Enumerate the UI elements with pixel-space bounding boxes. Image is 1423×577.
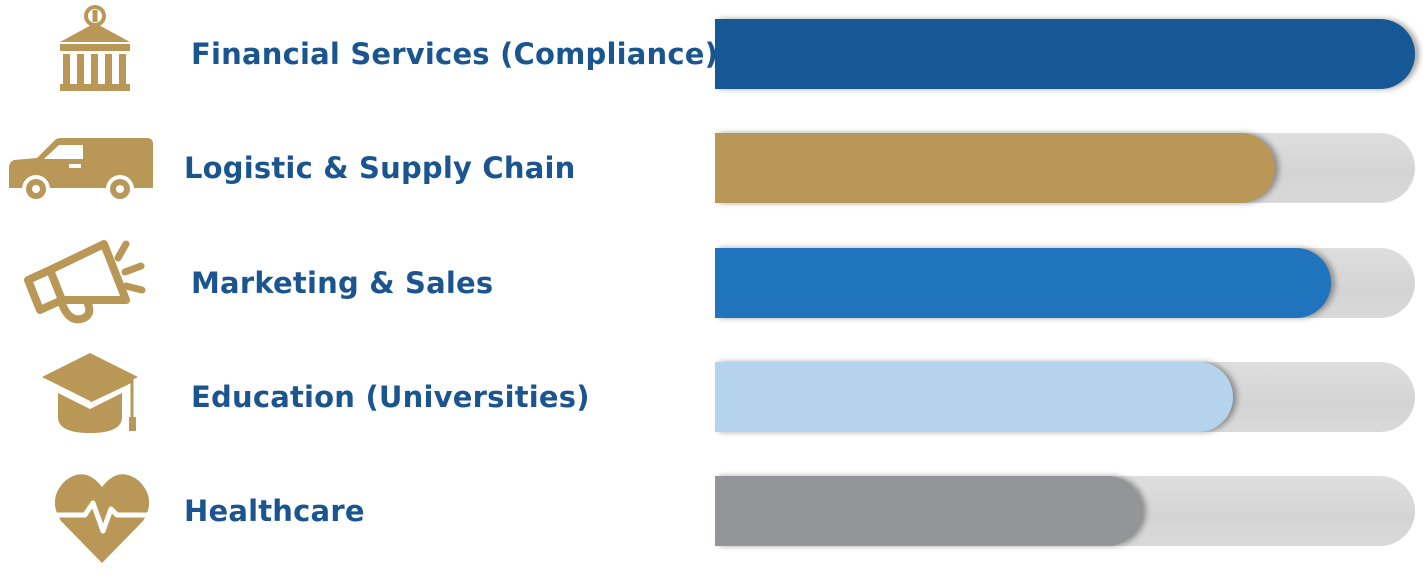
bar-label: Logistic & Supply Chain [184,151,576,185]
bar-label: Marketing & Sales [191,266,494,300]
bar-label: Education (Universities) [191,380,590,414]
bar-fill [715,133,1275,203]
bar-track [715,362,1415,432]
bar-label: Healthcare [184,494,365,528]
graduation-cap-icon [42,353,138,433]
bar-row-marketing: Marketing & Sales [0,240,1423,324]
heart-pulse-icon [55,474,149,563]
bar-label: Financial Services (Compliance) [191,37,719,71]
bar-fill [715,362,1233,432]
bar-fill [715,476,1142,546]
bar-track [715,19,1415,89]
bar-row-healthcare: Healthcare [0,474,1423,563]
van-icon [9,138,153,202]
bar-row-education: Education (Universities) [0,353,1423,433]
bar-track [715,248,1415,318]
bar-track [715,476,1415,546]
bar-fill [715,19,1415,89]
megaphone-icon [24,240,146,324]
bar-row-financial-services: Financial Services (Compliance) [0,5,1423,91]
bank-icon [60,5,130,91]
bar-fill [715,248,1331,318]
bar-track [715,133,1415,203]
bar-row-logistics: Logistic & Supply Chain [0,133,1423,203]
